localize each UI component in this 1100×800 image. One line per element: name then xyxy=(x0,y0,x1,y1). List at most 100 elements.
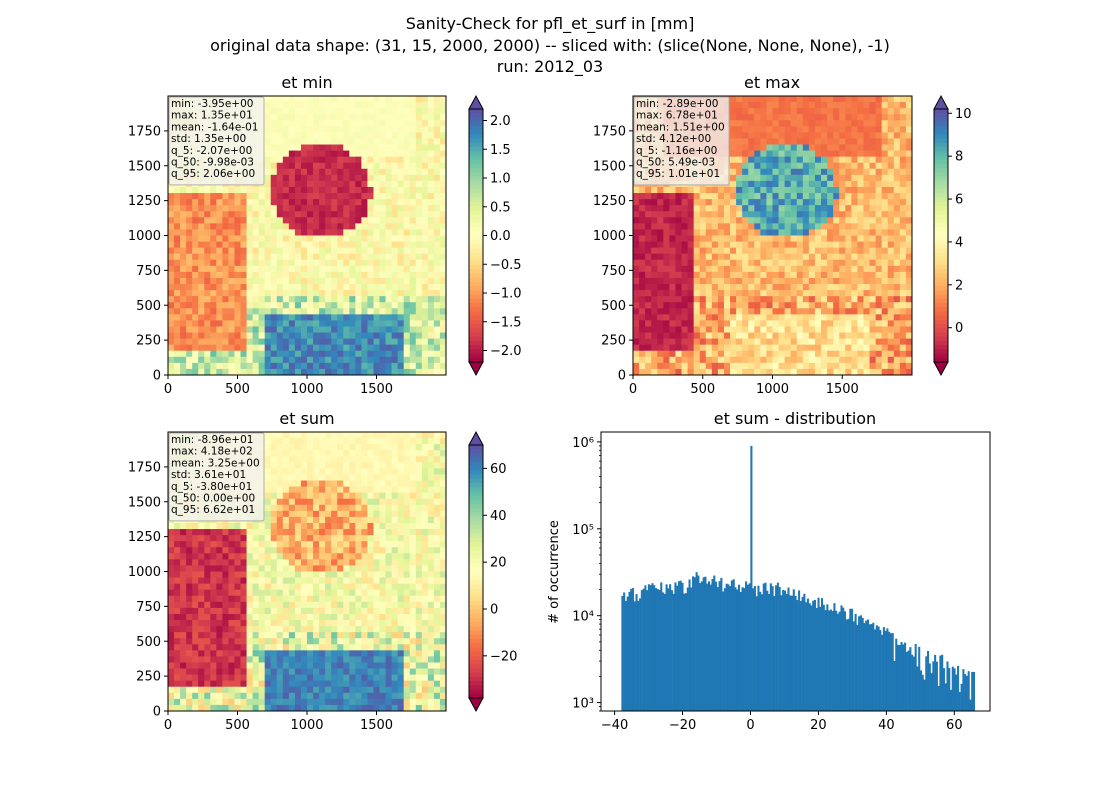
heatmap-cell xyxy=(723,217,731,224)
heatmap-cell xyxy=(300,150,308,158)
heatmap-cell xyxy=(766,211,773,218)
heatmap-cell xyxy=(337,199,344,206)
heatmap-cell xyxy=(282,438,290,445)
heatmap-cell xyxy=(784,308,792,315)
heatmap-cell xyxy=(833,265,840,273)
heatmap-cell xyxy=(693,186,701,194)
heatmap-cell xyxy=(403,265,411,273)
heatmap-cell xyxy=(258,235,266,242)
heatmap-cell xyxy=(168,217,175,224)
heatmap-cell xyxy=(851,362,858,370)
heatmap-cell xyxy=(893,132,901,139)
heatmap-cell xyxy=(814,308,822,315)
heatmap-cell xyxy=(319,468,326,475)
heatmap-cell xyxy=(669,277,676,285)
heatmap-cell xyxy=(421,308,429,315)
heatmap-cell xyxy=(439,168,447,176)
heatmap-cell xyxy=(730,362,737,370)
heatmap-cell xyxy=(252,186,260,194)
stats-line: max: 6.78e+01 xyxy=(636,110,718,122)
heatmap-cell xyxy=(379,290,386,297)
heatmap-cell xyxy=(723,302,731,309)
heatmap-cell xyxy=(228,277,235,285)
heatmap-cell xyxy=(899,344,907,352)
heatmap-cell xyxy=(693,332,701,340)
heatmap-cell xyxy=(881,193,889,200)
heatmap-cell xyxy=(754,362,761,370)
heatmap-cell xyxy=(433,314,441,321)
heatmap-cell xyxy=(675,314,682,321)
heatmap-cell xyxy=(421,271,429,279)
heatmap-cell xyxy=(633,308,640,315)
heatmap-cell xyxy=(397,468,405,475)
heatmap-cell xyxy=(415,486,423,494)
heatmap-cell xyxy=(899,362,907,370)
heatmap-cell xyxy=(839,102,846,109)
heatmap-cell xyxy=(905,338,913,346)
heatmap-cell xyxy=(699,338,707,346)
heatmap-cell xyxy=(772,265,779,273)
heatmap-cell xyxy=(355,290,362,297)
heatmap-cell xyxy=(373,150,380,158)
heatmap-cell xyxy=(282,271,290,279)
heatmap-cell xyxy=(857,284,864,291)
heatmap-cell xyxy=(240,362,247,370)
heatmap-cell xyxy=(180,229,187,236)
heatmap-cell xyxy=(270,462,278,469)
heatmap-cell xyxy=(736,326,743,333)
heatmap-cell xyxy=(421,302,429,309)
heatmap-cell xyxy=(294,450,302,457)
heatmap-cell xyxy=(808,132,816,139)
heatmap-cell xyxy=(403,356,411,364)
heatmap-cell xyxy=(246,362,254,370)
heatmap-cell xyxy=(282,259,290,267)
heatmap-cell xyxy=(240,277,247,285)
heatmap-et-min: 0 500 1000 150002505007501000125015001750mi… xyxy=(128,95,447,397)
heatmap-cell xyxy=(808,174,816,182)
heatmap-cell xyxy=(711,290,719,297)
heatmap-cell xyxy=(730,290,737,297)
heatmap-cell xyxy=(331,174,338,182)
heatmap-cell xyxy=(288,174,296,182)
heatmap-cell xyxy=(651,362,658,370)
heatmap-cell xyxy=(294,96,302,103)
heatmap-cell xyxy=(827,338,834,346)
heatmap-cell xyxy=(385,492,393,500)
heatmap-cell xyxy=(814,326,822,333)
heatmap-cell xyxy=(439,302,447,309)
heatmap-cell xyxy=(839,284,846,291)
heatmap-cell xyxy=(276,247,284,255)
heatmap-cell xyxy=(337,174,344,182)
heatmap-cell xyxy=(415,156,423,164)
heatmap-cell xyxy=(325,462,332,469)
heatmap-cell xyxy=(766,126,773,133)
heatmap-cell xyxy=(367,235,374,242)
heatmap-cell xyxy=(857,114,864,121)
heatmap-cell xyxy=(730,247,737,255)
heatmap-cell xyxy=(192,350,199,358)
heatmap-cell xyxy=(276,108,284,115)
y-tick-label: 500 xyxy=(601,299,626,314)
heatmap-cell xyxy=(343,156,350,164)
heatmap-cell xyxy=(802,241,810,249)
heatmap-cell xyxy=(216,368,223,376)
heatmap-cell xyxy=(397,180,405,188)
heatmap-cell xyxy=(427,486,435,494)
heatmap-cell xyxy=(270,186,278,194)
heatmap-cell xyxy=(403,498,411,506)
heatmap-cell xyxy=(742,96,749,103)
heatmap-cell xyxy=(821,296,828,303)
heatmap-cell xyxy=(282,290,290,297)
heatmap-cell xyxy=(204,229,211,236)
heatmap-cell xyxy=(349,193,356,200)
heatmap-cell xyxy=(282,362,290,370)
heatmap-cell xyxy=(893,126,901,133)
heatmap-cell xyxy=(699,332,707,340)
heatmap-cell xyxy=(427,450,435,457)
heatmap-cell xyxy=(319,205,326,212)
heatmap-cell xyxy=(808,277,816,285)
heatmap-cell xyxy=(760,126,767,133)
heatmap-cell xyxy=(276,474,284,481)
heatmap-cell xyxy=(760,320,767,327)
heatmap-cell xyxy=(778,290,786,297)
